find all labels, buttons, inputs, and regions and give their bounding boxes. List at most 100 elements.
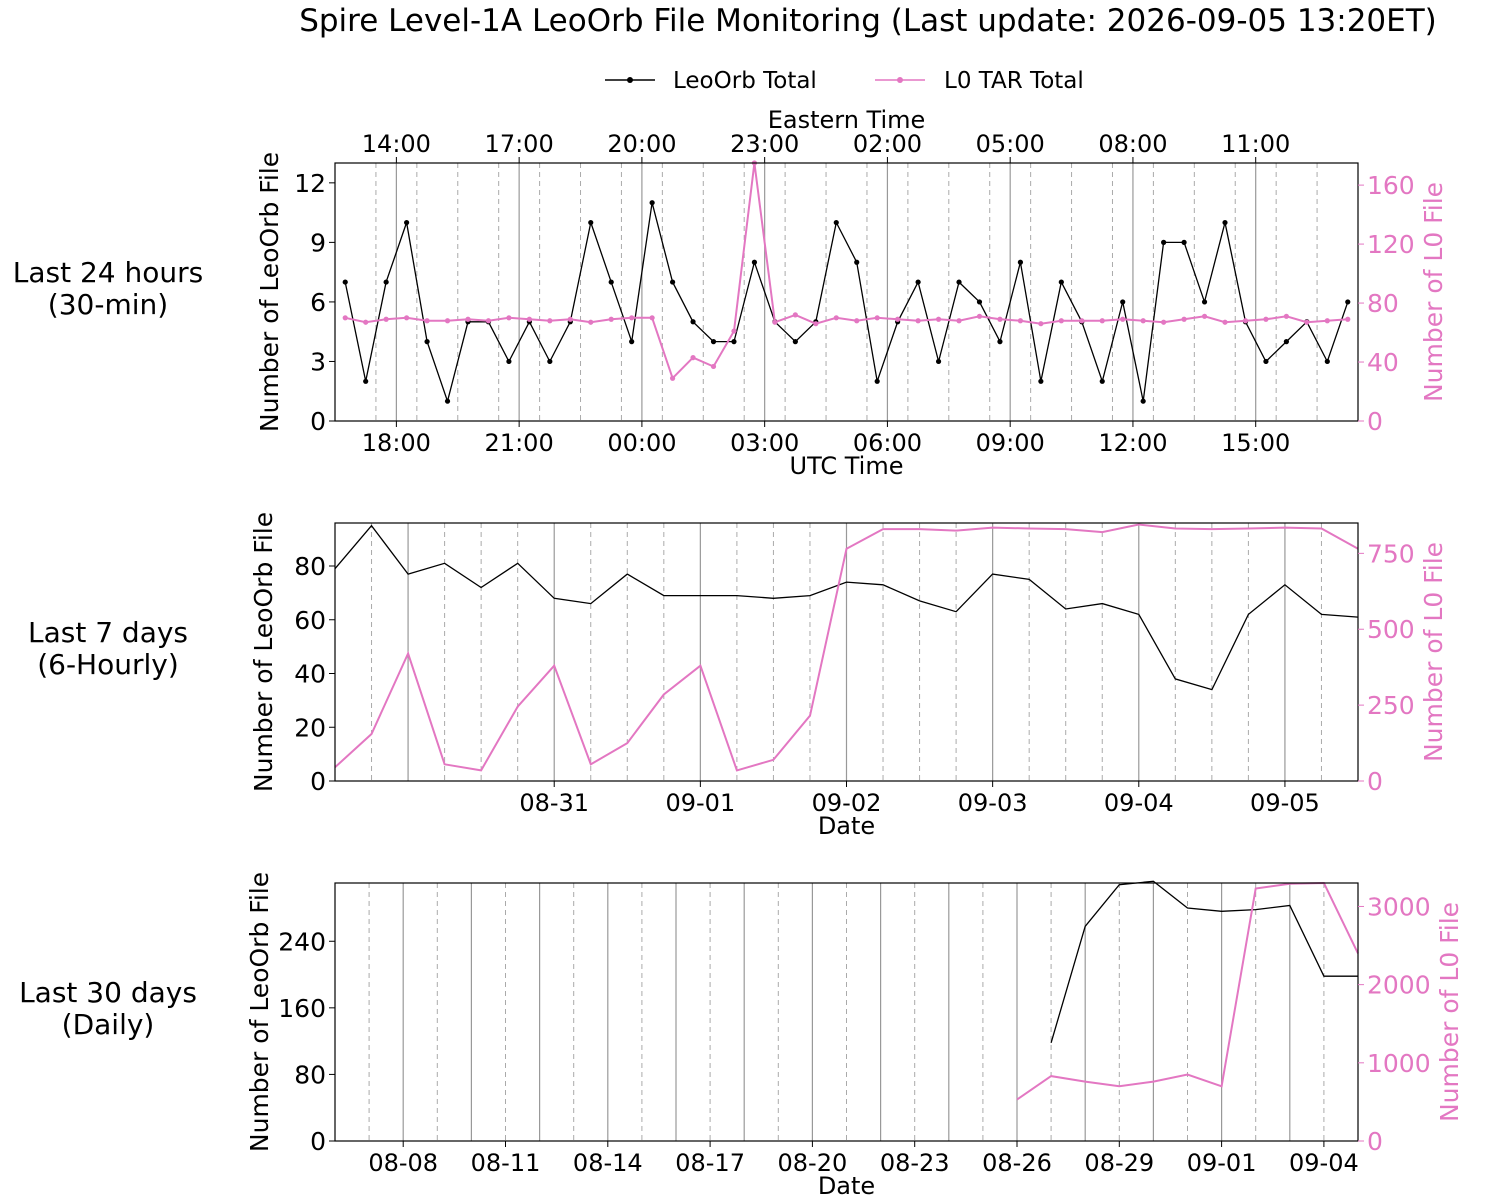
y-right-tick-label: 80 (1367, 289, 1399, 318)
y-right-tick-label: 40 (1367, 348, 1399, 377)
data-point (874, 378, 880, 384)
y-right-tick-label: 250 (1367, 691, 1415, 720)
series-l0tar (334, 523, 1359, 772)
data-point (608, 279, 614, 285)
y-left-tick-label: 12 (294, 169, 326, 198)
data-point (1242, 318, 1249, 324)
row-label: Last 7 days(6-Hourly) (28, 616, 188, 681)
data-point (1120, 316, 1126, 322)
y-left-tick-label: 40 (294, 660, 326, 689)
data-point (629, 339, 635, 345)
top-x-tick-label: 11:00 (1221, 130, 1290, 158)
y-left-axis-label: Number of LeoOrb File (255, 152, 284, 432)
data-point (547, 358, 553, 365)
x-tick-label: 09-04 (1289, 1149, 1359, 1177)
grid-lines (368, 883, 1325, 1141)
x-tick-label: 06:00 (853, 429, 922, 457)
data-point (506, 358, 512, 365)
y-right-tick-label: 160 (1367, 171, 1415, 200)
data-point (444, 398, 451, 404)
data-point (383, 316, 389, 322)
data-point (669, 279, 676, 285)
data-point (710, 339, 717, 345)
y-left-tick-labels: 0 20 40 60 80 (294, 552, 335, 796)
data-point (690, 319, 696, 325)
x-tick-label: 09-03 (958, 789, 1028, 817)
y-left-tick-label: 240 (278, 927, 326, 956)
panel-1: 18:00 21:00 00:00 03:00 06:00 09:00 12:00 15:00… (13, 106, 1448, 480)
row-label-line: Last 30 days (19, 976, 197, 1009)
series-line (1050, 880, 1358, 1043)
data-point (935, 316, 942, 322)
x-tick-label: 08-17 (675, 1149, 745, 1177)
legend-label-leoorb: LeoOrb Total (673, 68, 817, 94)
y-right-axis-label: Number of L0 File (1419, 542, 1448, 762)
data-point (976, 313, 983, 319)
legend-item-leoorb: LeoOrb Total (605, 68, 817, 94)
y-left-tick-label: 3 (310, 347, 326, 376)
data-point (956, 318, 962, 324)
data-point (588, 319, 594, 325)
legend-label-l0tar: L0 TAR Total (944, 68, 1084, 94)
y-right-axis-label: Number of L0 File (1435, 902, 1464, 1122)
data-point (1222, 219, 1228, 226)
x-axis-label: UTC Time (790, 452, 904, 480)
data-point (710, 363, 717, 370)
data-point (649, 315, 655, 321)
row-label-line: (6-Hourly) (37, 648, 179, 681)
data-point (792, 339, 798, 345)
x-tick-labels: 08-08 08-11 08-14 08-17 08-20 08-23 08-26 08-29… (368, 1141, 1359, 1177)
data-point (1304, 319, 1310, 325)
data-point (854, 318, 860, 324)
data-point (1181, 316, 1187, 322)
data-point (1099, 318, 1105, 324)
figure-title: Spire Level-1A LeoOrb File Monitoring (L… (299, 3, 1437, 39)
data-point (997, 316, 1003, 322)
y-right-tick-label: 120 (1367, 230, 1415, 259)
data-point (1283, 313, 1289, 319)
y-left-axis-label: Number of LeoOrb File (249, 512, 278, 792)
data-point (363, 319, 369, 325)
top-x-tick-label: 05:00 (976, 130, 1045, 158)
series-line (334, 524, 1359, 691)
y-right-tick-label: 500 (1367, 615, 1415, 644)
top-x-tick-label: 14:00 (362, 130, 431, 158)
y-left-tick-label: 160 (278, 994, 326, 1023)
data-point (833, 315, 839, 321)
data-point (342, 279, 348, 285)
data-point (363, 378, 369, 384)
axes-frame (334, 162, 1359, 422)
data-point (1058, 279, 1064, 285)
data-point (444, 318, 451, 324)
data-point (813, 321, 819, 327)
grid-lines (371, 523, 1322, 781)
y-left-tick-label: 9 (310, 228, 326, 257)
panels: 18:00 21:00 00:00 03:00 06:00 09:00 12:00 15:00… (13, 106, 1464, 1200)
data-point (1058, 318, 1064, 324)
x-tick-label: 21:00 (485, 429, 554, 457)
series-l0tar (342, 160, 1351, 381)
x-tick-label: 15:00 (1221, 429, 1290, 457)
data-point (976, 299, 983, 305)
data-point (1140, 318, 1146, 324)
x-tick-label: 09-01 (665, 789, 735, 817)
data-point (1263, 358, 1269, 365)
x-tick-label: 08-14 (573, 1149, 643, 1177)
data-point (404, 315, 410, 321)
series-line (344, 162, 1348, 381)
x-tick-label: 08-31 (519, 789, 589, 817)
row-label: Last 30 days(Daily) (19, 976, 197, 1041)
data-point (1038, 321, 1044, 327)
row-label-line: Last 24 hours (13, 256, 203, 289)
data-point (690, 355, 696, 361)
row-label-line: (Daily) (62, 1008, 155, 1041)
x-tick-label: 08-23 (880, 1149, 950, 1177)
data-point (1017, 259, 1024, 265)
top-x-tick-label: 17:00 (485, 130, 554, 158)
x-tick-label: 00:00 (607, 429, 676, 457)
data-point (1263, 316, 1269, 322)
row-label-line: Last 7 days (28, 616, 188, 649)
data-point (895, 316, 901, 322)
data-point (1324, 318, 1330, 324)
panel-3: 08-08 08-11 08-14 08-17 08-20 08-23 08-26 08-29… (19, 872, 1464, 1200)
